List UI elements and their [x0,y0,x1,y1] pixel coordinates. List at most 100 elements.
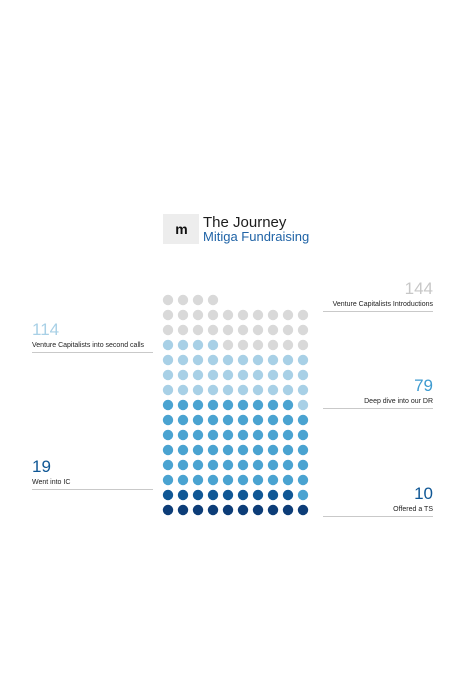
dot [252,489,264,501]
dot [162,294,174,306]
dot [252,339,264,351]
dot [207,474,219,486]
dot [237,429,249,441]
dot [162,429,174,441]
dot [207,354,219,366]
dot [267,324,279,336]
dot [267,429,279,441]
dot [192,459,204,471]
dot [162,369,174,381]
dot [222,444,234,456]
value-label: 144 [404,279,433,298]
annotation-went-into-ic: 19 Went into IC [32,458,153,490]
dot [222,429,234,441]
dot [282,339,294,351]
dot [207,339,219,351]
dot [192,399,204,411]
dot [267,309,279,321]
dot [297,444,309,456]
dot [252,474,264,486]
dot [207,384,219,396]
dot [207,399,219,411]
dot [282,459,294,471]
dot [162,339,174,351]
dot [222,339,234,351]
chart-subtitle: Mitiga Fundraising [203,229,310,244]
dot [297,414,309,426]
dot [192,339,204,351]
dot [252,309,264,321]
dot [237,444,249,456]
dot [192,429,204,441]
dot [237,504,249,516]
dot [267,399,279,411]
leader-line [323,408,433,409]
dot [177,429,189,441]
dot [237,324,249,336]
dot [297,339,309,351]
dot [177,384,189,396]
dot [177,369,189,381]
leader-line [32,489,153,490]
dot [237,474,249,486]
dot [282,399,294,411]
annotation-deep-dive: 79 Deep dive into our DR [323,377,433,409]
dot [252,369,264,381]
dot [282,489,294,501]
dot [282,384,294,396]
stage-label: Offered a TS [393,506,433,513]
dot [207,444,219,456]
dot [207,369,219,381]
dot [297,354,309,366]
dot [177,399,189,411]
dot [207,489,219,501]
dot [207,414,219,426]
dot [192,369,204,381]
dot [162,384,174,396]
dot [207,429,219,441]
dot [282,354,294,366]
dot [192,489,204,501]
dot [162,414,174,426]
dot [237,414,249,426]
dot [192,414,204,426]
dot [177,489,189,501]
dot [267,354,279,366]
dot [192,504,204,516]
stage-label: Went into IC [32,479,71,486]
dot [282,429,294,441]
dot [282,309,294,321]
dot [237,489,249,501]
dot [192,474,204,486]
dot [177,339,189,351]
dot [162,444,174,456]
dot [282,324,294,336]
chart-title: The Journey [203,214,287,231]
stage-label: Deep dive into our DR [364,398,433,405]
dot [297,324,309,336]
value-label: 114 [32,320,60,339]
dot [237,459,249,471]
dot [192,354,204,366]
dot [282,504,294,516]
dot [282,474,294,486]
dot [252,354,264,366]
dot [222,399,234,411]
dot [177,414,189,426]
dot [222,354,234,366]
dot [297,399,309,411]
annotation-offered-ts: 10 Offered a TS [323,485,433,517]
dot [252,504,264,516]
dot [177,504,189,516]
annotation-introductions: 144 Venture Capitalists Introductions [323,280,433,312]
dot [267,444,279,456]
dot [252,324,264,336]
dot [222,384,234,396]
dot [222,489,234,501]
dot [222,369,234,381]
dot [207,309,219,321]
dot [177,309,189,321]
dot [267,339,279,351]
leader-line [323,311,433,312]
